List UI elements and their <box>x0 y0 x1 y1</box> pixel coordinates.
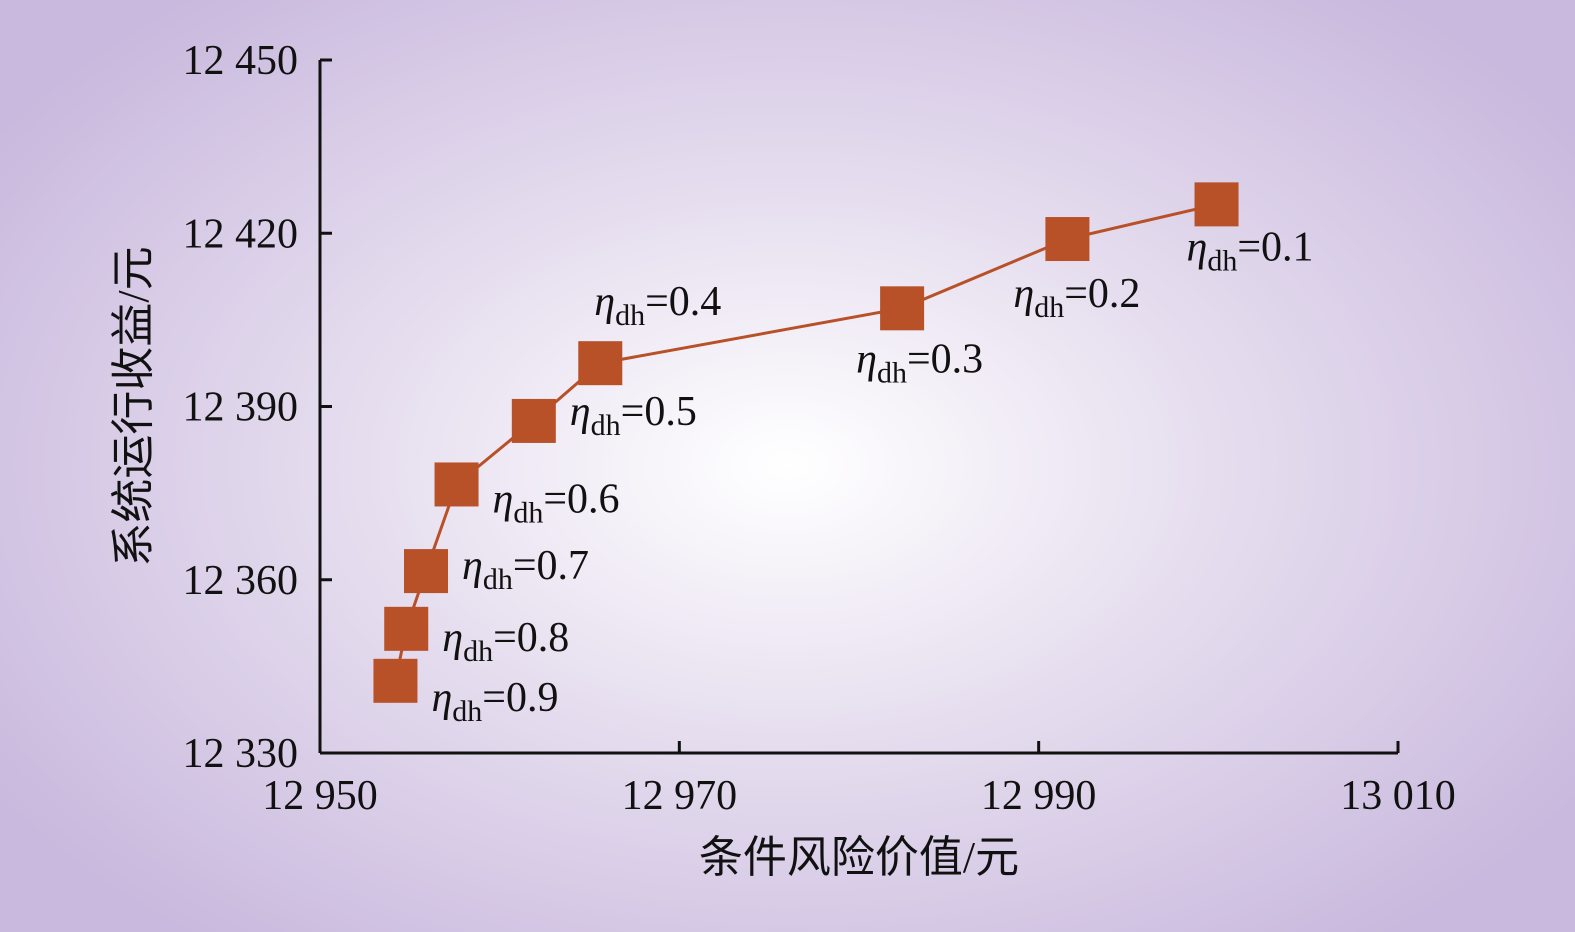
label-subscript: dh <box>513 496 543 529</box>
label-symbol: η <box>856 336 877 382</box>
label-symbol: η <box>442 615 463 661</box>
label-symbol: η <box>1187 224 1208 270</box>
label-value: =0.8 <box>493 615 569 661</box>
x-axis-title: 条件风险价值/元 <box>699 833 1019 882</box>
data-point-label: ηdh=0.1 <box>1187 224 1314 277</box>
data-point-label: ηdh=0.6 <box>493 476 620 529</box>
data-point-marker <box>578 341 623 386</box>
data-point-marker <box>1045 217 1090 262</box>
data-point-label: ηdh=0.4 <box>594 279 721 332</box>
label-symbol: η <box>570 389 591 435</box>
label-value: =0.1 <box>1237 224 1313 270</box>
label-subscript: dh <box>1034 291 1064 324</box>
label-value: =0.6 <box>543 476 619 522</box>
y-tick-label: 12 360 <box>183 558 299 604</box>
y-tick-label: 12 450 <box>183 38 299 84</box>
y-tick-label: 12 420 <box>183 211 299 257</box>
label-symbol: η <box>1013 271 1034 317</box>
data-point-marker <box>384 606 429 651</box>
label-value: =0.7 <box>513 543 589 589</box>
x-tick-label: 12 950 <box>262 773 378 819</box>
data-point-marker <box>880 286 925 331</box>
label-symbol: η <box>431 675 452 721</box>
y-tick-label: 12 390 <box>183 385 299 431</box>
label-subscript: dh <box>1207 244 1237 277</box>
y-tick-label: 12 330 <box>183 731 299 777</box>
label-subscript: dh <box>483 563 513 596</box>
label-symbol: η <box>493 476 514 522</box>
label-value: =0.5 <box>621 389 697 435</box>
data-point-label: ηdh=0.5 <box>570 389 697 442</box>
label-value: =0.9 <box>482 675 558 721</box>
label-value: =0.4 <box>645 279 721 325</box>
data-point-label: ηdh=0.9 <box>431 675 558 728</box>
data-point-label: ηdh=0.8 <box>442 615 569 668</box>
label-subscript: dh <box>877 356 907 389</box>
data-point-marker <box>404 549 449 594</box>
data-point-marker <box>1194 182 1239 227</box>
y-axis-title: 系统运行收益/元 <box>109 246 158 566</box>
x-tick-label: 12 990 <box>981 773 1097 819</box>
label-subscript: dh <box>452 695 482 728</box>
label-value: =0.2 <box>1064 271 1140 317</box>
data-point-label: ηdh=0.2 <box>1013 271 1140 324</box>
data-point-label: ηdh=0.7 <box>462 543 589 596</box>
data-point-marker <box>511 398 556 443</box>
label-subscript: dh <box>463 635 493 668</box>
data-point-marker <box>373 658 418 703</box>
data-point-label: ηdh=0.3 <box>856 336 983 389</box>
label-symbol: η <box>462 543 483 589</box>
data-point-marker <box>434 462 479 507</box>
x-tick-label: 12 970 <box>622 773 738 819</box>
label-subscript: dh <box>615 299 645 332</box>
label-subscript: dh <box>591 409 621 442</box>
x-tick-label: 13 010 <box>1340 773 1456 819</box>
label-value: =0.3 <box>907 336 983 382</box>
label-symbol: η <box>594 279 615 325</box>
